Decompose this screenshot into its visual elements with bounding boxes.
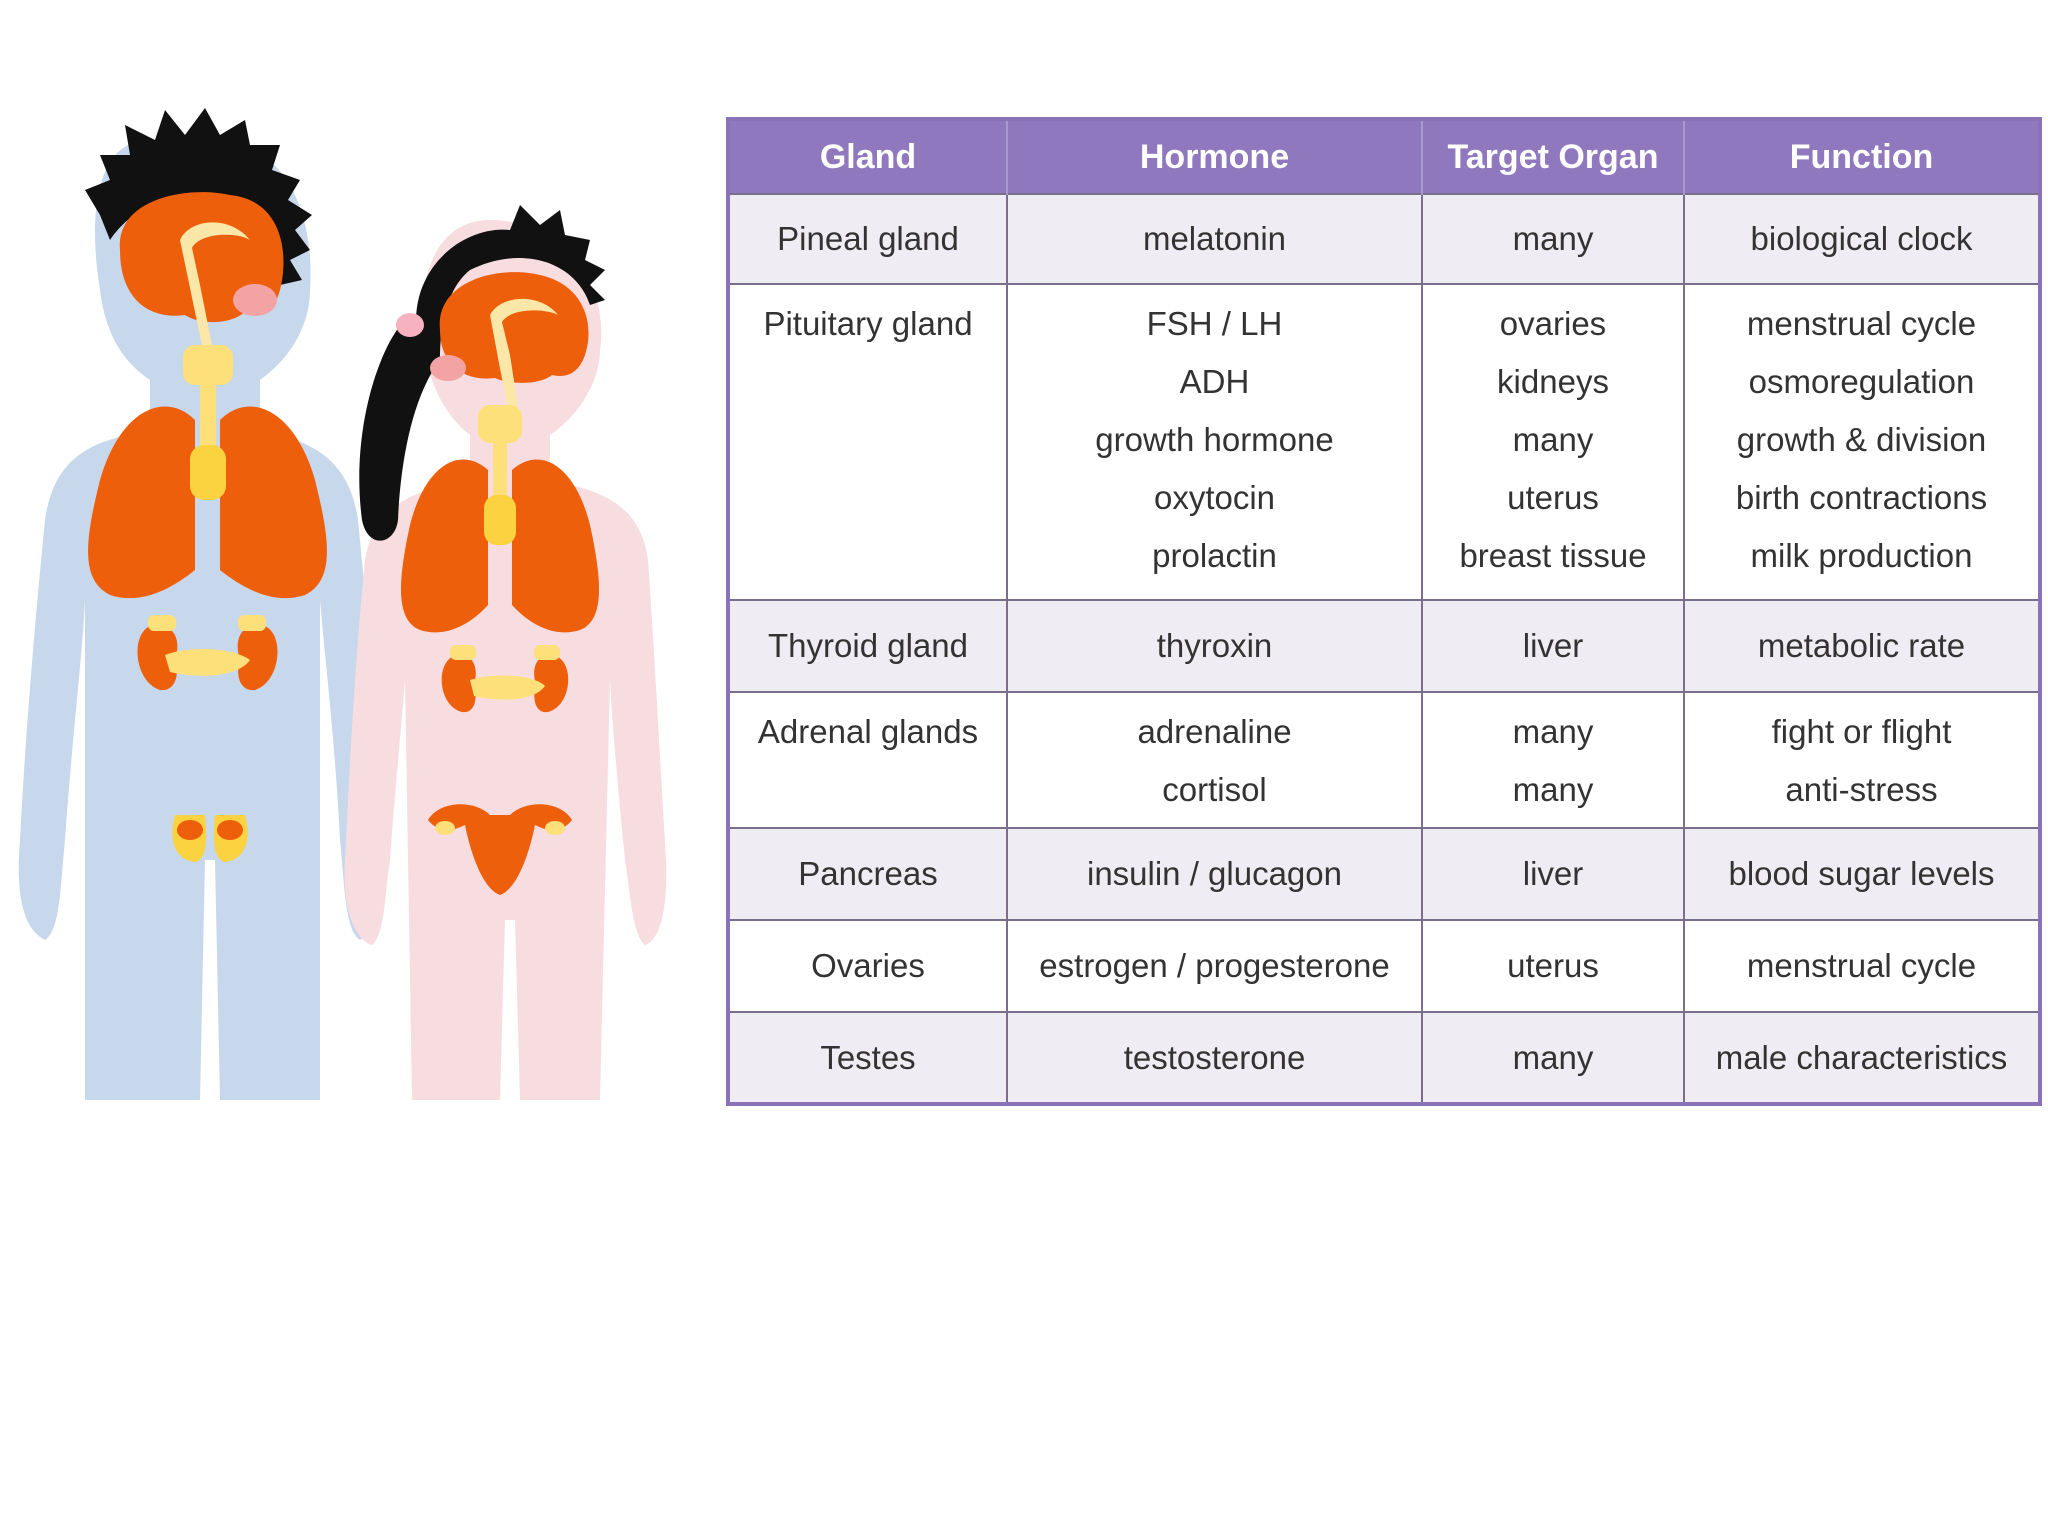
table-row: Pituitary gland FSH / LH ADH growth horm… <box>727 283 2041 601</box>
gland-cell: Adrenal glands <box>727 691 1008 829</box>
female-ovary-left <box>435 821 455 835</box>
female-adrenal-right <box>534 645 560 660</box>
target-cell: many <box>1421 193 1685 285</box>
hormone-cell: estrogen / progesterone <box>1006 919 1423 1013</box>
male-adrenal-right <box>238 615 266 631</box>
function-cell: menstrual cycle <box>1683 919 2041 1013</box>
table-row: Ovaries estrogen / progesterone uterus m… <box>727 919 2041 1013</box>
male-body-silhouette <box>18 140 385 1100</box>
table-row: Pineal gland melatonin many biological c… <box>727 193 2041 285</box>
male-brain-inner-icon <box>180 222 250 355</box>
female-thymus <box>484 495 516 545</box>
table-header-row: Gland Hormone Target Organ Function <box>728 119 2040 194</box>
female-pancreas <box>470 675 545 700</box>
male-adrenal-left <box>148 615 176 631</box>
male-kidney-left <box>137 624 178 691</box>
male-lung-left <box>88 406 195 599</box>
target-cell: uterus <box>1421 919 1685 1013</box>
female-kidney-right <box>534 654 569 713</box>
male-kidney-right <box>237 624 278 691</box>
female-body-silhouette <box>344 220 667 1100</box>
target-cell: liver <box>1421 599 1685 693</box>
function-cell: fight or flight anti-stress <box>1683 691 2041 829</box>
female-lung-left <box>400 459 488 633</box>
function-cell: biological clock <box>1683 193 2041 285</box>
female-cerebellum <box>430 355 466 381</box>
header-hormone: Hormone <box>1006 119 1422 194</box>
hormone-cell: insulin / glucagon <box>1006 827 1423 921</box>
header-function: Function <box>1683 119 2040 194</box>
function-cell: male characteristics <box>1683 1011 2041 1105</box>
male-testis-right <box>217 820 243 840</box>
endocrine-glands-table: Gland Hormone Target Organ Function Pine… <box>726 117 2042 1106</box>
female-ovary-right <box>545 821 565 835</box>
male-figure <box>18 108 385 1100</box>
male-pancreas <box>165 648 250 676</box>
female-adrenal-left <box>450 645 476 660</box>
table-row: Adrenal glands adrenaline cortisol many … <box>727 691 2041 829</box>
female-kidney-left <box>441 654 476 713</box>
male-hair <box>85 108 312 285</box>
target-cell: ovaries kidneys many uterus breast tissu… <box>1421 283 1685 601</box>
gland-cell: Pineal gland <box>727 193 1008 285</box>
gland-cell: Testes <box>727 1011 1008 1105</box>
male-testis-left <box>177 820 203 840</box>
hormone-cell: melatonin <box>1006 193 1423 285</box>
female-thyroid <box>478 405 522 443</box>
female-hair <box>416 205 605 360</box>
table-row: Pancreas insulin / glucagon liver blood … <box>727 827 2041 921</box>
female-lung-right <box>512 459 600 633</box>
hormone-cell: FSH / LH ADH growth hormone oxytocin pro… <box>1006 283 1423 601</box>
male-lung-right <box>220 406 327 599</box>
female-figure <box>344 205 667 1100</box>
male-cerebellum <box>233 284 277 316</box>
endocrine-illustration <box>18 108 667 1100</box>
gland-cell: Pancreas <box>727 827 1008 921</box>
header-gland: Gland <box>728 119 1007 194</box>
target-cell: liver <box>1421 827 1685 921</box>
female-hair-tie <box>396 313 424 337</box>
gland-cell: Pituitary gland <box>727 283 1008 601</box>
hormone-cell: thyroxin <box>1006 599 1423 693</box>
female-uterus <box>428 804 572 895</box>
female-brain-inner-icon <box>490 298 558 420</box>
female-ponytail <box>359 315 440 541</box>
table-row: Thyroid gland thyroxin liver metabolic r… <box>727 599 2041 693</box>
female-brain <box>439 272 589 383</box>
header-target-organ: Target Organ <box>1421 119 1684 194</box>
gland-cell: Ovaries <box>727 919 1008 1013</box>
male-thymus <box>190 445 226 500</box>
table-row: Testes testosterone many male characteri… <box>727 1011 2041 1105</box>
target-cell: many many <box>1421 691 1685 829</box>
function-cell: metabolic rate <box>1683 599 2041 693</box>
target-cell: many <box>1421 1011 1685 1105</box>
hormone-cell: testosterone <box>1006 1011 1423 1105</box>
male-thyroid <box>183 345 233 385</box>
hormone-cell: adrenaline cortisol <box>1006 691 1423 829</box>
function-cell: menstrual cycle osmoregulation growth & … <box>1683 283 2041 601</box>
gland-cell: Thyroid gland <box>727 599 1008 693</box>
function-cell: blood sugar levels <box>1683 827 2041 921</box>
